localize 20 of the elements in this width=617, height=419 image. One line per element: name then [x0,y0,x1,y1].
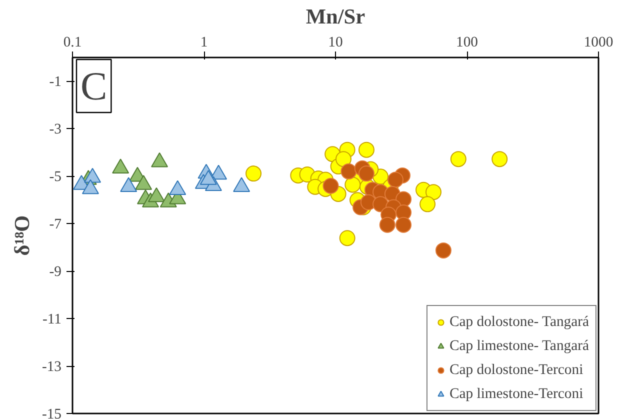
x-axis-title: Mn/Sr [306,4,366,28]
y-tick-label: -11 [42,312,62,328]
legend-label: Cap limestone-Terconi [449,386,584,402]
y-tick-label: -5 [49,169,62,186]
y-tick-label: -15 [42,406,62,419]
y-tick-label: -1 [49,74,62,90]
y-tick-label: -13 [42,359,62,376]
legend-label: Cap limestone- Tangará [449,338,589,354]
y-tick-label: -3 [49,122,62,138]
x-tick-label: 1 [200,34,208,50]
legend-label: Cap dolostone- Tangará [449,314,589,330]
legend-label: Cap dolostone-Terconi [449,362,584,378]
annotation: C [80,64,108,108]
y-tick-label: -9 [49,264,62,280]
x-tick-label: 0.1 [63,34,82,50]
x-tick-label: 100 [456,34,478,50]
y-tick-label: -7 [49,216,62,233]
y-axis-title: δ¹⁸O [10,215,34,256]
x-tick-label: 10 [328,34,343,50]
x-tick-label: 1000 [584,34,614,50]
